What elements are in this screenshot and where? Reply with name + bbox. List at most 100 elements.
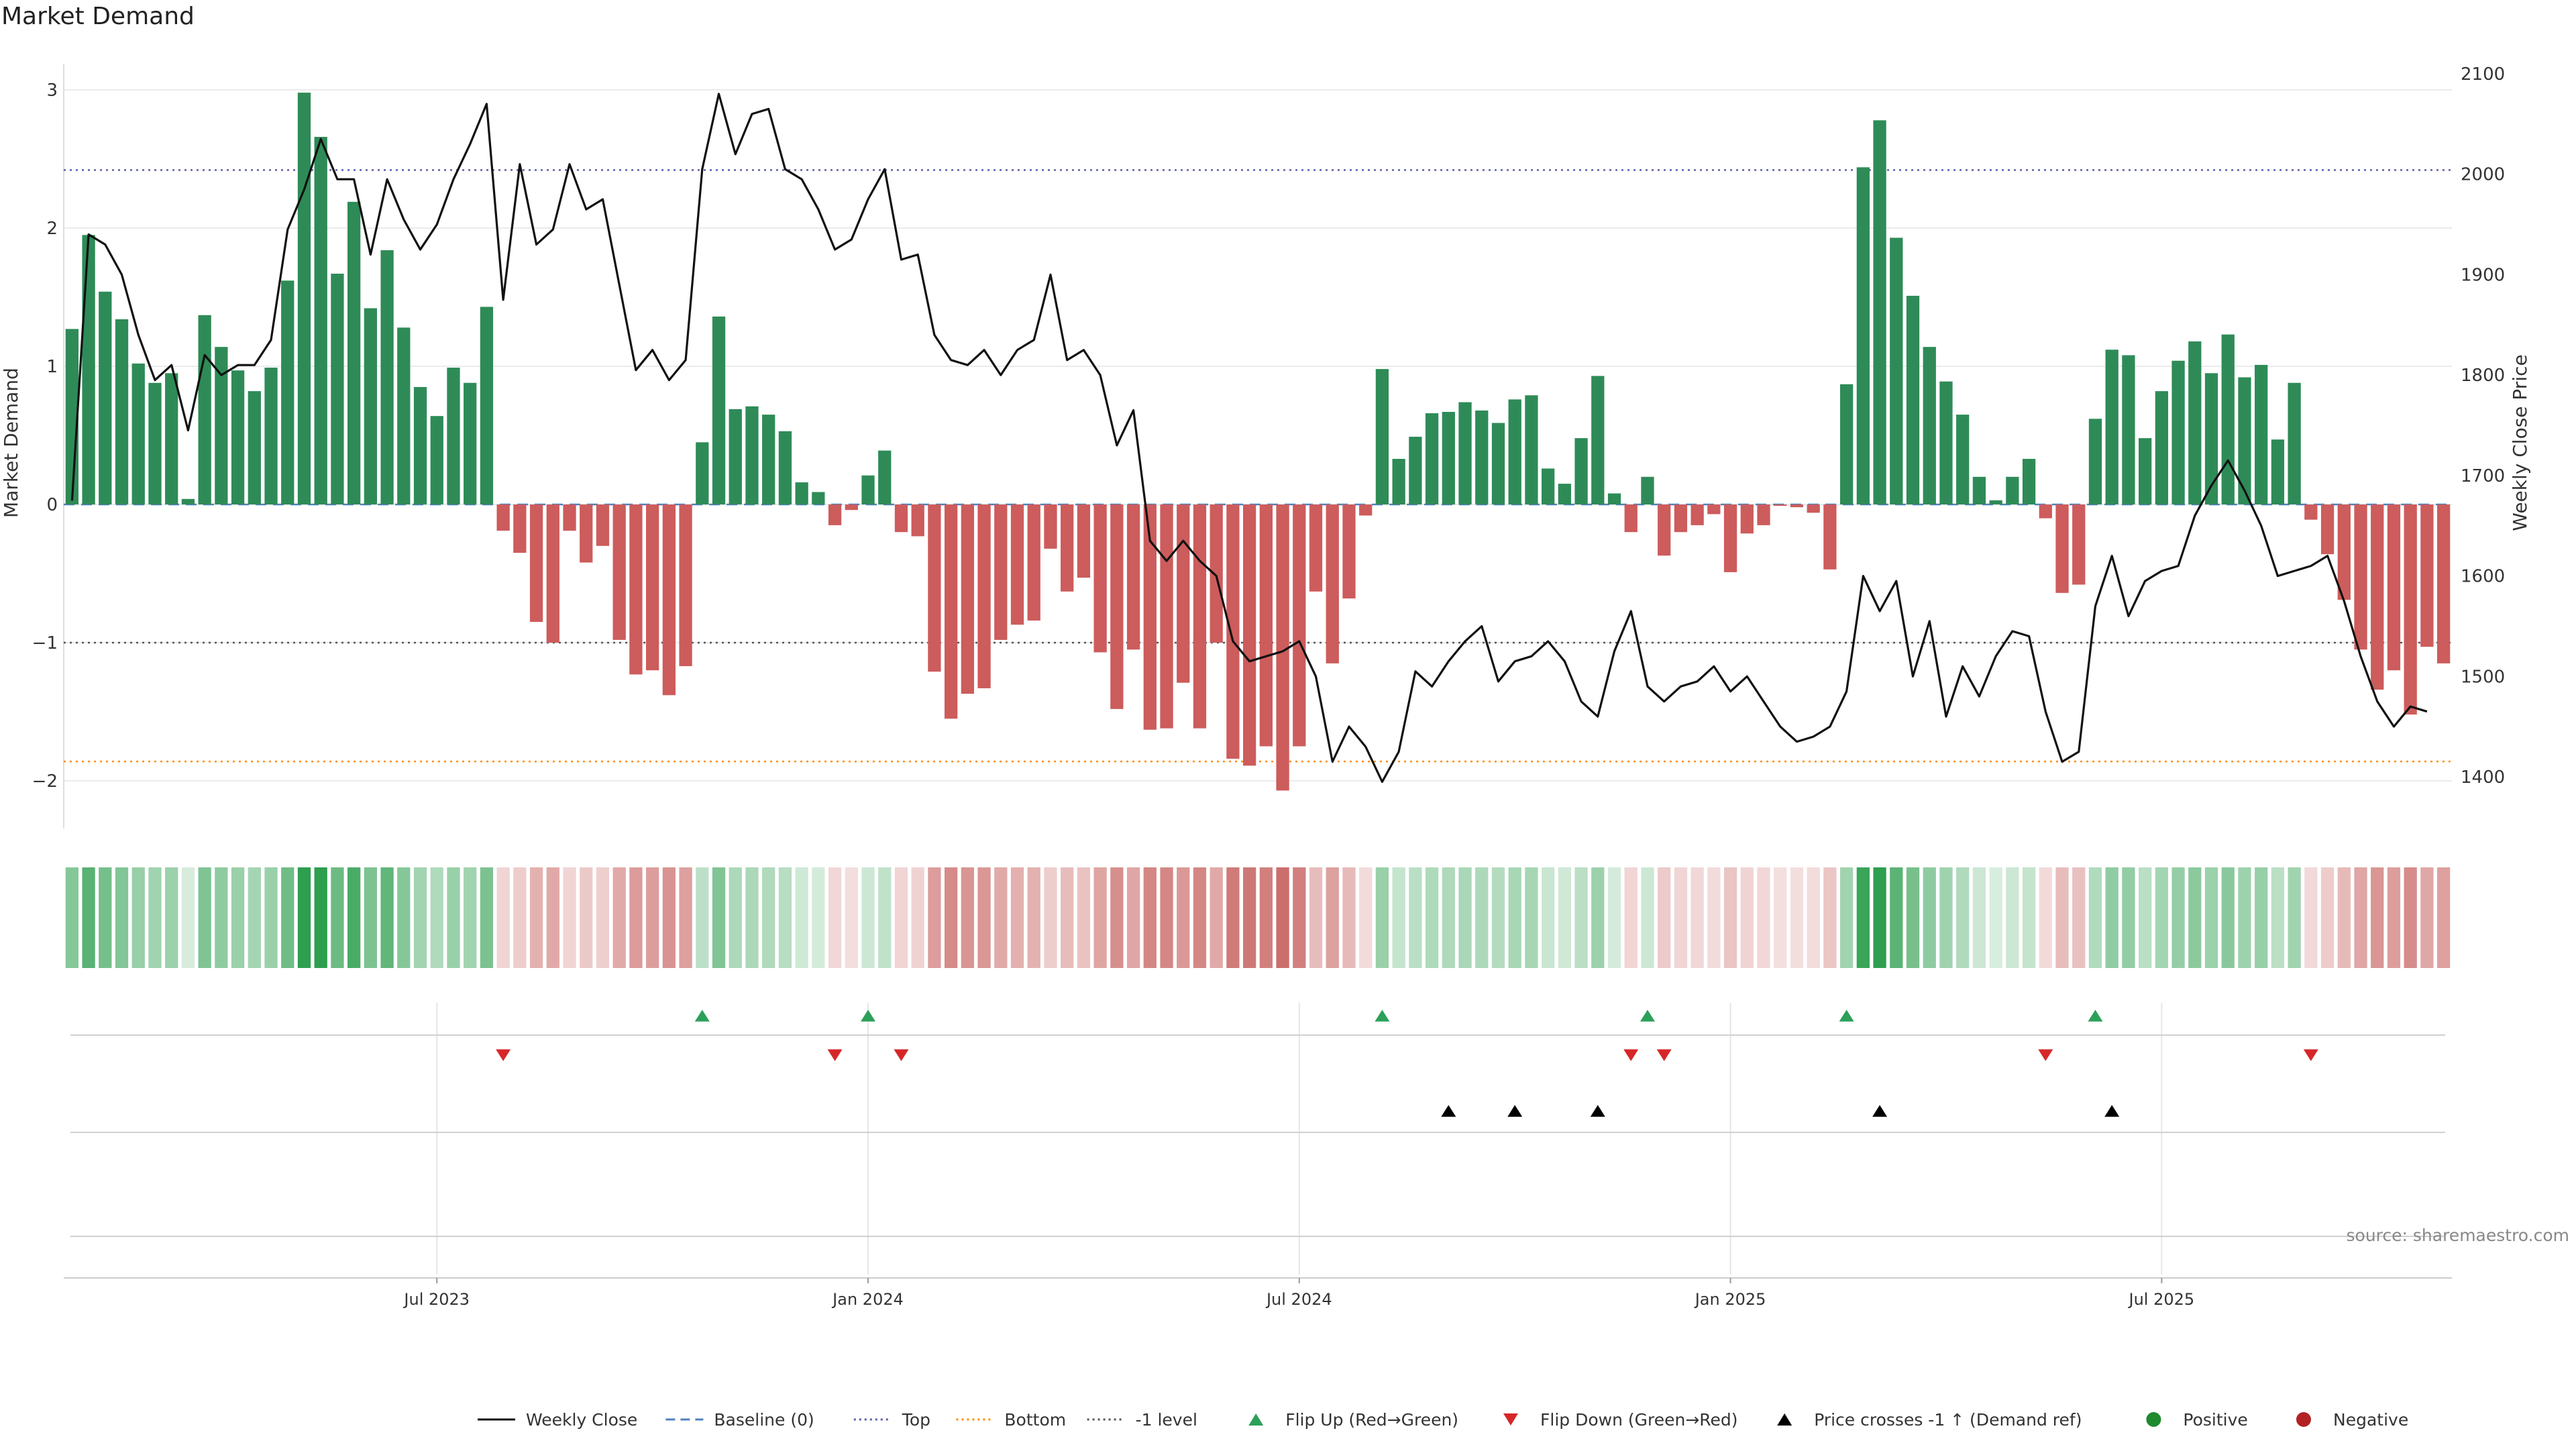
left-axis: 3 2 1 0 −1 −2 (32, 80, 58, 792)
demand-bar (812, 492, 825, 504)
flip-down-marker (1623, 1049, 1639, 1061)
flip-up-marker (1640, 1010, 1655, 1022)
heat-cell (878, 867, 892, 968)
heat-cell (812, 867, 825, 968)
heat-cell (1458, 867, 1472, 968)
flip-down-marker (2303, 1049, 2318, 1061)
heat-cell (2171, 867, 2185, 968)
heat-cell (314, 867, 327, 968)
heat-cell (1823, 867, 1837, 968)
heat-cell (2088, 867, 2102, 968)
demand-bar (1425, 413, 1439, 504)
right-tick-label: 1700 (2461, 466, 2505, 486)
demand-bar (297, 93, 311, 504)
demand-bar (546, 504, 559, 643)
flip-up-marker (1839, 1010, 1854, 1022)
x-tick-label: Jan 2025 (1694, 1290, 1766, 1309)
heat-cell (2238, 867, 2251, 968)
heat-cell (1839, 867, 1854, 968)
heat-cell (845, 867, 858, 968)
demand-bar (1210, 504, 1223, 643)
price-cross-marker (1441, 1105, 1456, 1117)
heat-cell (1690, 867, 1704, 968)
heat-cell (1309, 867, 1323, 968)
heat-cell (1674, 867, 1688, 968)
legend-label: Price crosses -1 ↑ (Demand ref) (1814, 1410, 2082, 1430)
heat-cell (82, 867, 95, 968)
heat-cell (1061, 867, 1074, 968)
left-tick-label: 1 (46, 357, 58, 377)
demand-bar (911, 504, 924, 537)
demand-bar (878, 450, 892, 504)
demand-bar (215, 347, 228, 504)
heat-cell (1010, 867, 1024, 968)
legend: Weekly Close Baseline (0) Top Bottom -1 leve… (478, 1410, 2408, 1430)
legend-label: Negative (2333, 1410, 2408, 1430)
heat-cell (1790, 867, 1804, 968)
demand-bar (447, 368, 460, 504)
weekly-close-line (70, 93, 2428, 784)
heat-cell (1160, 867, 1173, 968)
demand-bar (2006, 476, 2019, 504)
demand-bar (1757, 504, 1770, 525)
demand-bar (2420, 504, 2434, 647)
legend-dot-icon (2296, 1412, 2311, 1427)
demand-bar (1790, 504, 1804, 508)
demand-bar (696, 442, 709, 504)
demand-bar (1061, 504, 1074, 592)
demand-bar (1293, 504, 1306, 747)
heat-cell (464, 867, 477, 968)
legend-item: Bottom (956, 1410, 1066, 1430)
demand-bar (1491, 423, 1505, 504)
heat-cell (563, 867, 576, 968)
right-axis: 2100 2000 1900 1800 1700 1600 1500 1400 (2461, 64, 2505, 788)
demand-bar (1972, 476, 1986, 504)
demand-bar (2354, 504, 2367, 650)
demand-bar (1508, 399, 1521, 504)
heat-cell (2039, 867, 2052, 968)
event-markers (70, 1010, 2445, 1237)
grid (63, 64, 2452, 1275)
demand-bar (629, 504, 643, 675)
heat-cell (2072, 867, 2086, 968)
demand-bar (231, 370, 245, 504)
heat-cell (1890, 867, 1903, 968)
demand-bar (99, 291, 112, 504)
x-tick-label: Jul 2025 (2128, 1290, 2195, 1309)
demand-bar (745, 406, 759, 504)
demand-bar (977, 504, 991, 688)
demand-bar (712, 316, 726, 504)
legend-label: Bottom (1004, 1410, 1066, 1430)
heat-cell (165, 867, 178, 968)
left-tick-label: 0 (46, 495, 58, 515)
right-tick-label: 1500 (2461, 667, 2505, 687)
heat-cell (2006, 867, 2019, 968)
heat-cell (977, 867, 991, 968)
demand-bar (762, 415, 775, 504)
heat-cell (1409, 867, 1422, 968)
demand-bar (430, 416, 443, 504)
demand-bar (1873, 120, 1886, 504)
flip-down-marker (894, 1049, 909, 1061)
x-tick-label: Jul 2024 (1265, 1290, 1332, 1309)
heat-cell (1923, 867, 1936, 968)
demand-bar (131, 363, 145, 504)
legend-item: -1 level (1087, 1410, 1197, 1430)
demand-bar (364, 308, 378, 504)
demand-bar (2088, 419, 2102, 504)
demand-bar (1326, 504, 1339, 663)
flip-down-marker (496, 1049, 511, 1061)
heat-cell (1077, 867, 1091, 968)
demand-bar (165, 373, 178, 504)
legend-triangle-down-icon (1503, 1413, 1518, 1426)
demand-bar (2271, 439, 2285, 504)
heat-cell (1226, 867, 1240, 968)
heat-cell (1972, 867, 1986, 968)
price-cross-marker (1507, 1105, 1523, 1117)
heat-cell (1723, 867, 1737, 968)
left-tick-label: −2 (32, 771, 58, 792)
demand-bar (1856, 167, 1870, 505)
demand-bar (1044, 504, 1057, 549)
demand-bar (1839, 384, 1854, 504)
heat-cell (1143, 867, 1157, 968)
